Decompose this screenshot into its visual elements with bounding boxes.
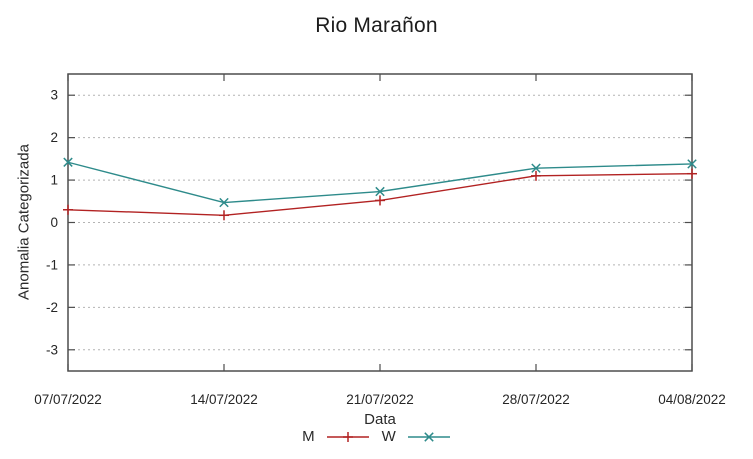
svg-text:14/07/2022: 14/07/2022 [190,392,258,407]
x-axis-label: Data [364,411,396,428]
legend-label: W [381,428,396,445]
chart-title: Rio Marañon [315,14,438,37]
svg-text:1: 1 [50,173,58,188]
svg-text:-2: -2 [46,300,58,315]
svg-text:-3: -3 [46,342,58,357]
legend-line-cross-icon [407,431,450,442]
svg-text:04/08/2022: 04/08/2022 [658,392,726,407]
legend-line-plus-icon [326,431,369,442]
y-axis-label: Anomalia Categorizada [15,144,33,300]
svg-text:0: 0 [50,215,58,230]
legend: M W [0,428,753,445]
legend-item: M [302,428,370,445]
legend-label: M [302,428,315,445]
svg-text:2: 2 [50,130,58,145]
legend-item: W [382,428,451,445]
svg-text:3: 3 [50,88,58,103]
svg-text:07/07/2022: 07/07/2022 [34,392,102,407]
svg-text:-1: -1 [46,257,58,272]
svg-text:28/07/2022: 28/07/2022 [502,392,570,407]
svg-text:21/07/2022: 21/07/2022 [346,392,414,407]
